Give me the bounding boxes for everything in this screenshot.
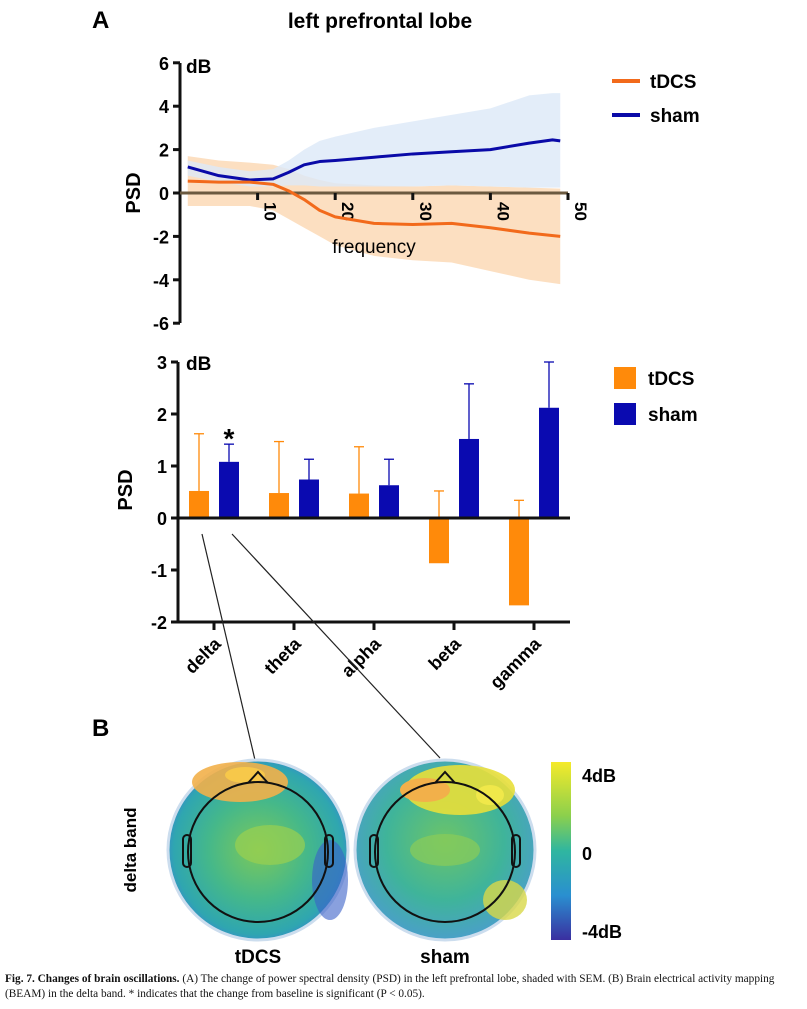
y-tick-label: -2 <box>153 227 169 247</box>
bar-tdcs-delta <box>189 490 209 518</box>
bar-sham-alpha <box>379 485 399 518</box>
head-outline-icon <box>374 781 516 923</box>
panel-a-label: A <box>92 7 109 34</box>
y-axis-label: PSD <box>115 469 137 510</box>
row-label: delta band <box>121 807 140 892</box>
head-outline-icon <box>187 781 329 923</box>
y-tick-label: -4 <box>153 271 169 291</box>
colorbar-min: -4dB <box>582 922 622 942</box>
nose-icon <box>247 770 269 784</box>
y-tick-label: 2 <box>157 405 167 425</box>
y-unit: dB <box>186 354 211 375</box>
chart-title: left prefrontal lobe <box>288 10 472 33</box>
y-tick-label: 1 <box>157 457 167 477</box>
legend-label: sham <box>650 106 700 127</box>
figure-caption: Fig. 7. Changes of brain oscillations. (… <box>5 972 805 1002</box>
caption-title: Fig. 7. Changes of brain oscillations. <box>5 973 180 985</box>
connector-line <box>231 533 441 759</box>
bar-tdcs-theta <box>269 493 289 518</box>
topomap-label: sham <box>420 947 470 968</box>
y-tick-label: 4 <box>159 97 169 117</box>
legend-swatch <box>614 403 636 425</box>
x-tick-label: 50 <box>571 202 590 221</box>
y-tick-label: 0 <box>159 184 169 204</box>
bar-tdcs-gamma <box>509 518 529 606</box>
sem-band-sham <box>187 93 561 188</box>
legend-label: tDCS <box>650 72 696 93</box>
line-sham <box>187 138 561 182</box>
y-tick-label: 2 <box>159 141 169 161</box>
bar-sham-delta <box>219 461 239 518</box>
bar-sham-gamma <box>539 407 559 518</box>
y-tick-label: -1 <box>151 561 167 581</box>
line-tdcs <box>187 179 561 238</box>
y-tick-label: -2 <box>151 613 167 633</box>
x-tick-label: 30 <box>416 202 435 221</box>
caption-text: (A) The change of power spectral density… <box>5 973 775 1000</box>
bar-tdcs-beta <box>429 518 449 564</box>
colorbar-mid: 0 <box>582 844 592 864</box>
connector-line <box>201 533 256 761</box>
y-tick-label: 0 <box>157 509 167 529</box>
y-axis-label: PSD <box>123 172 145 213</box>
topomap-label: tDCS <box>235 947 281 968</box>
category-label: gamma <box>486 633 545 692</box>
category-label: beta <box>425 633 466 674</box>
category-label: theta <box>260 633 305 678</box>
panel-b-label: B <box>92 715 109 742</box>
y-tick-label: -6 <box>153 314 169 334</box>
x-tick-label: 10 <box>261 202 280 221</box>
x-tick-label: 20 <box>338 202 357 221</box>
y-unit: dB <box>186 57 211 78</box>
colorbar-max: 4dB <box>582 766 616 786</box>
y-tick-label: 6 <box>159 54 169 74</box>
legend-swatch <box>614 367 636 389</box>
category-label: delta <box>181 633 226 678</box>
y-tick-label: 3 <box>157 353 167 373</box>
significance-marker: * <box>224 423 235 454</box>
colorbar: 4dB 0 -4dB <box>551 762 622 942</box>
x-tick-label: 40 <box>493 202 512 221</box>
bar-tdcs-alpha <box>349 493 369 518</box>
topomap-sham: sham <box>353 758 537 968</box>
legend-label: sham <box>648 405 698 426</box>
nose-icon <box>434 770 456 784</box>
topomap-tdcs: tDCS <box>166 758 350 968</box>
bar-sham-beta <box>459 438 479 518</box>
topomap-panel: B delta band tDCS sham <box>92 533 622 968</box>
bar-sham-theta <box>299 479 319 518</box>
x-axis-label: frequency <box>332 237 416 258</box>
legend-label: tDCS <box>648 369 694 390</box>
